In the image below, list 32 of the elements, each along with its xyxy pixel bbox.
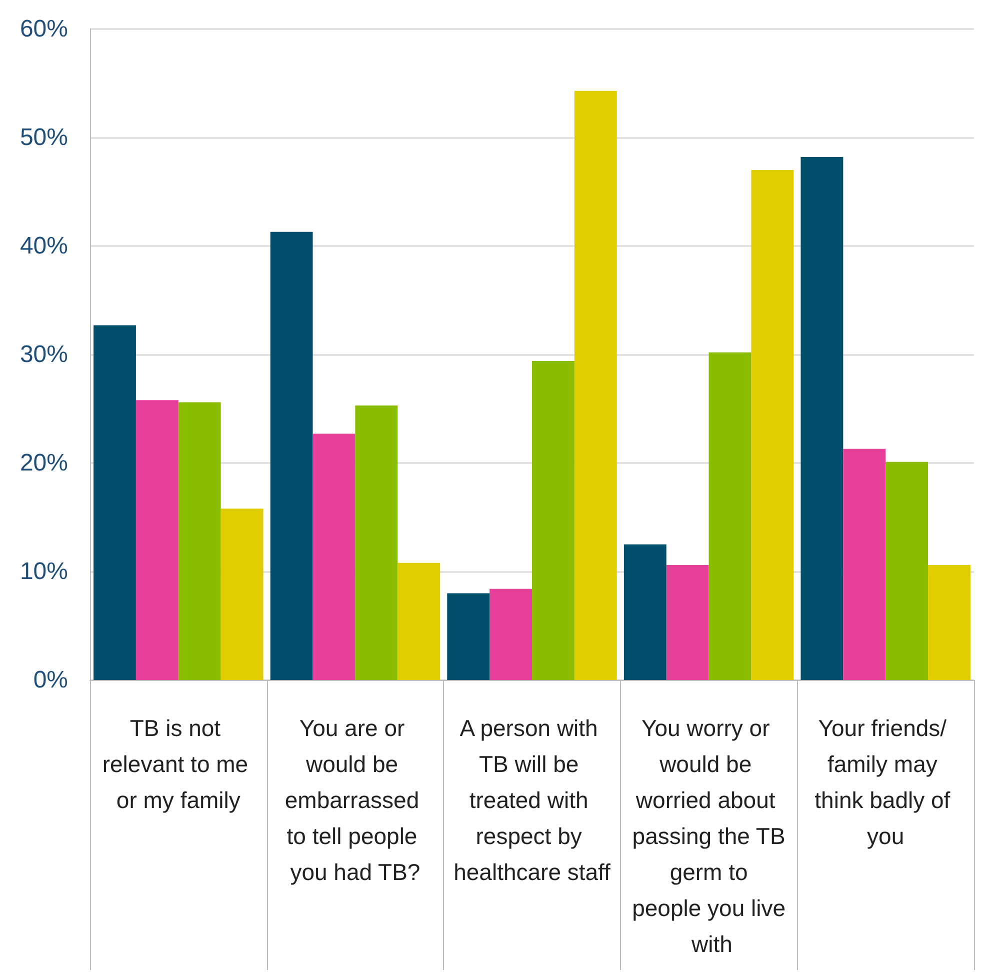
bar	[624, 544, 666, 680]
bar	[886, 462, 928, 680]
bar	[928, 564, 970, 680]
bar	[270, 232, 313, 680]
bar	[398, 562, 440, 680]
y-tick-label: 60%	[20, 16, 68, 42]
x-tick-label: Your friends/ family may think badly of you	[814, 715, 957, 849]
y-tick-label: 30%	[20, 341, 68, 368]
bar	[136, 400, 178, 680]
y-tick-label: 10%	[20, 558, 68, 585]
bar	[708, 352, 752, 680]
bar	[532, 361, 574, 680]
bar	[94, 325, 136, 680]
bar	[490, 588, 532, 680]
bar	[447, 593, 490, 680]
bar	[220, 508, 264, 680]
x-tick-label: You worry or would be worried about passing the TB germ to people you live with	[632, 715, 786, 957]
bar	[751, 170, 794, 680]
y-tick-label: 20%	[20, 450, 68, 476]
bar	[312, 434, 356, 680]
x-tick-label: A person with TB will be treated with respect by healthcare staff	[454, 715, 612, 885]
bar	[178, 402, 221, 680]
x-tick-label: You are or would be embarrassed to tell people you had TB?	[284, 715, 426, 885]
y-tick-label: 0%	[33, 666, 68, 694]
x-tick-label: TB is not relevant to me or my family	[102, 715, 254, 813]
bar	[666, 564, 709, 680]
bar	[574, 90, 617, 680]
bar	[843, 448, 886, 680]
bar	[800, 157, 844, 680]
y-tick-label: 50%	[20, 124, 68, 151]
y-tick-label: 40%	[20, 232, 68, 260]
bar	[355, 405, 398, 680]
